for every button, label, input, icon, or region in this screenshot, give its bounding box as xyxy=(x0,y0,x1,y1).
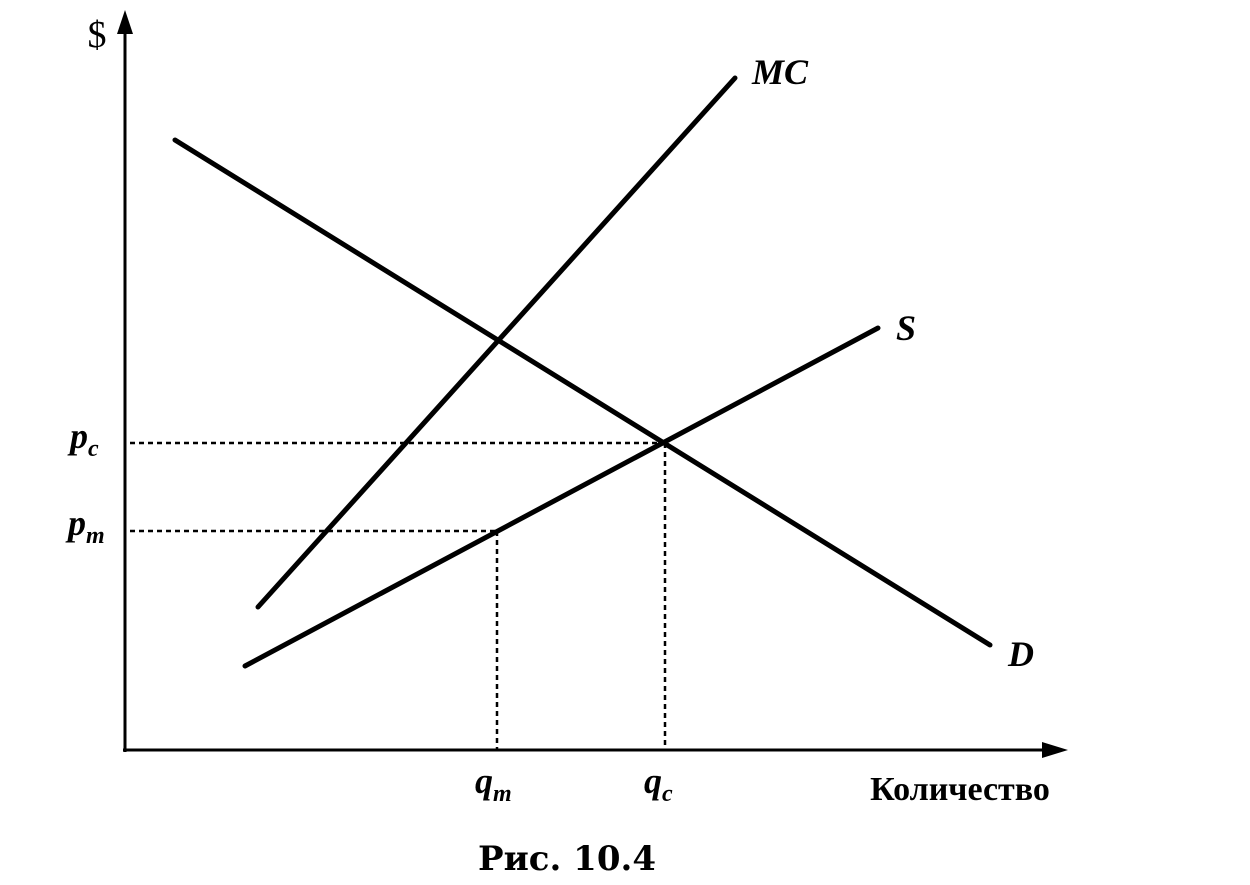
pm-label: pm xyxy=(65,503,105,549)
label-sub: c xyxy=(88,436,99,462)
mc-label: MC xyxy=(751,52,809,92)
label-main: p xyxy=(65,503,86,543)
qc-label: qc xyxy=(644,761,673,807)
label-main: q xyxy=(475,761,493,801)
supply-curve xyxy=(242,325,881,669)
caption: Рис. 10.4 xyxy=(478,839,656,879)
label-main: p xyxy=(67,416,88,456)
x-axis-label: Количество xyxy=(870,771,1050,808)
label-sub: m xyxy=(493,781,512,807)
x-axis-arrow xyxy=(1042,742,1068,758)
pc-label: pc xyxy=(67,416,99,462)
s-label: S xyxy=(896,308,916,348)
mc-curve xyxy=(255,75,738,610)
d-label: D xyxy=(1007,634,1034,674)
qm-label: qm xyxy=(475,761,512,807)
label-main: q xyxy=(644,761,662,801)
label-sub: m xyxy=(86,523,105,549)
y-axis-arrow xyxy=(117,10,133,34)
y-axis-label: $ xyxy=(88,14,107,56)
demand-curve xyxy=(172,137,993,648)
label-sub: c xyxy=(662,781,673,807)
